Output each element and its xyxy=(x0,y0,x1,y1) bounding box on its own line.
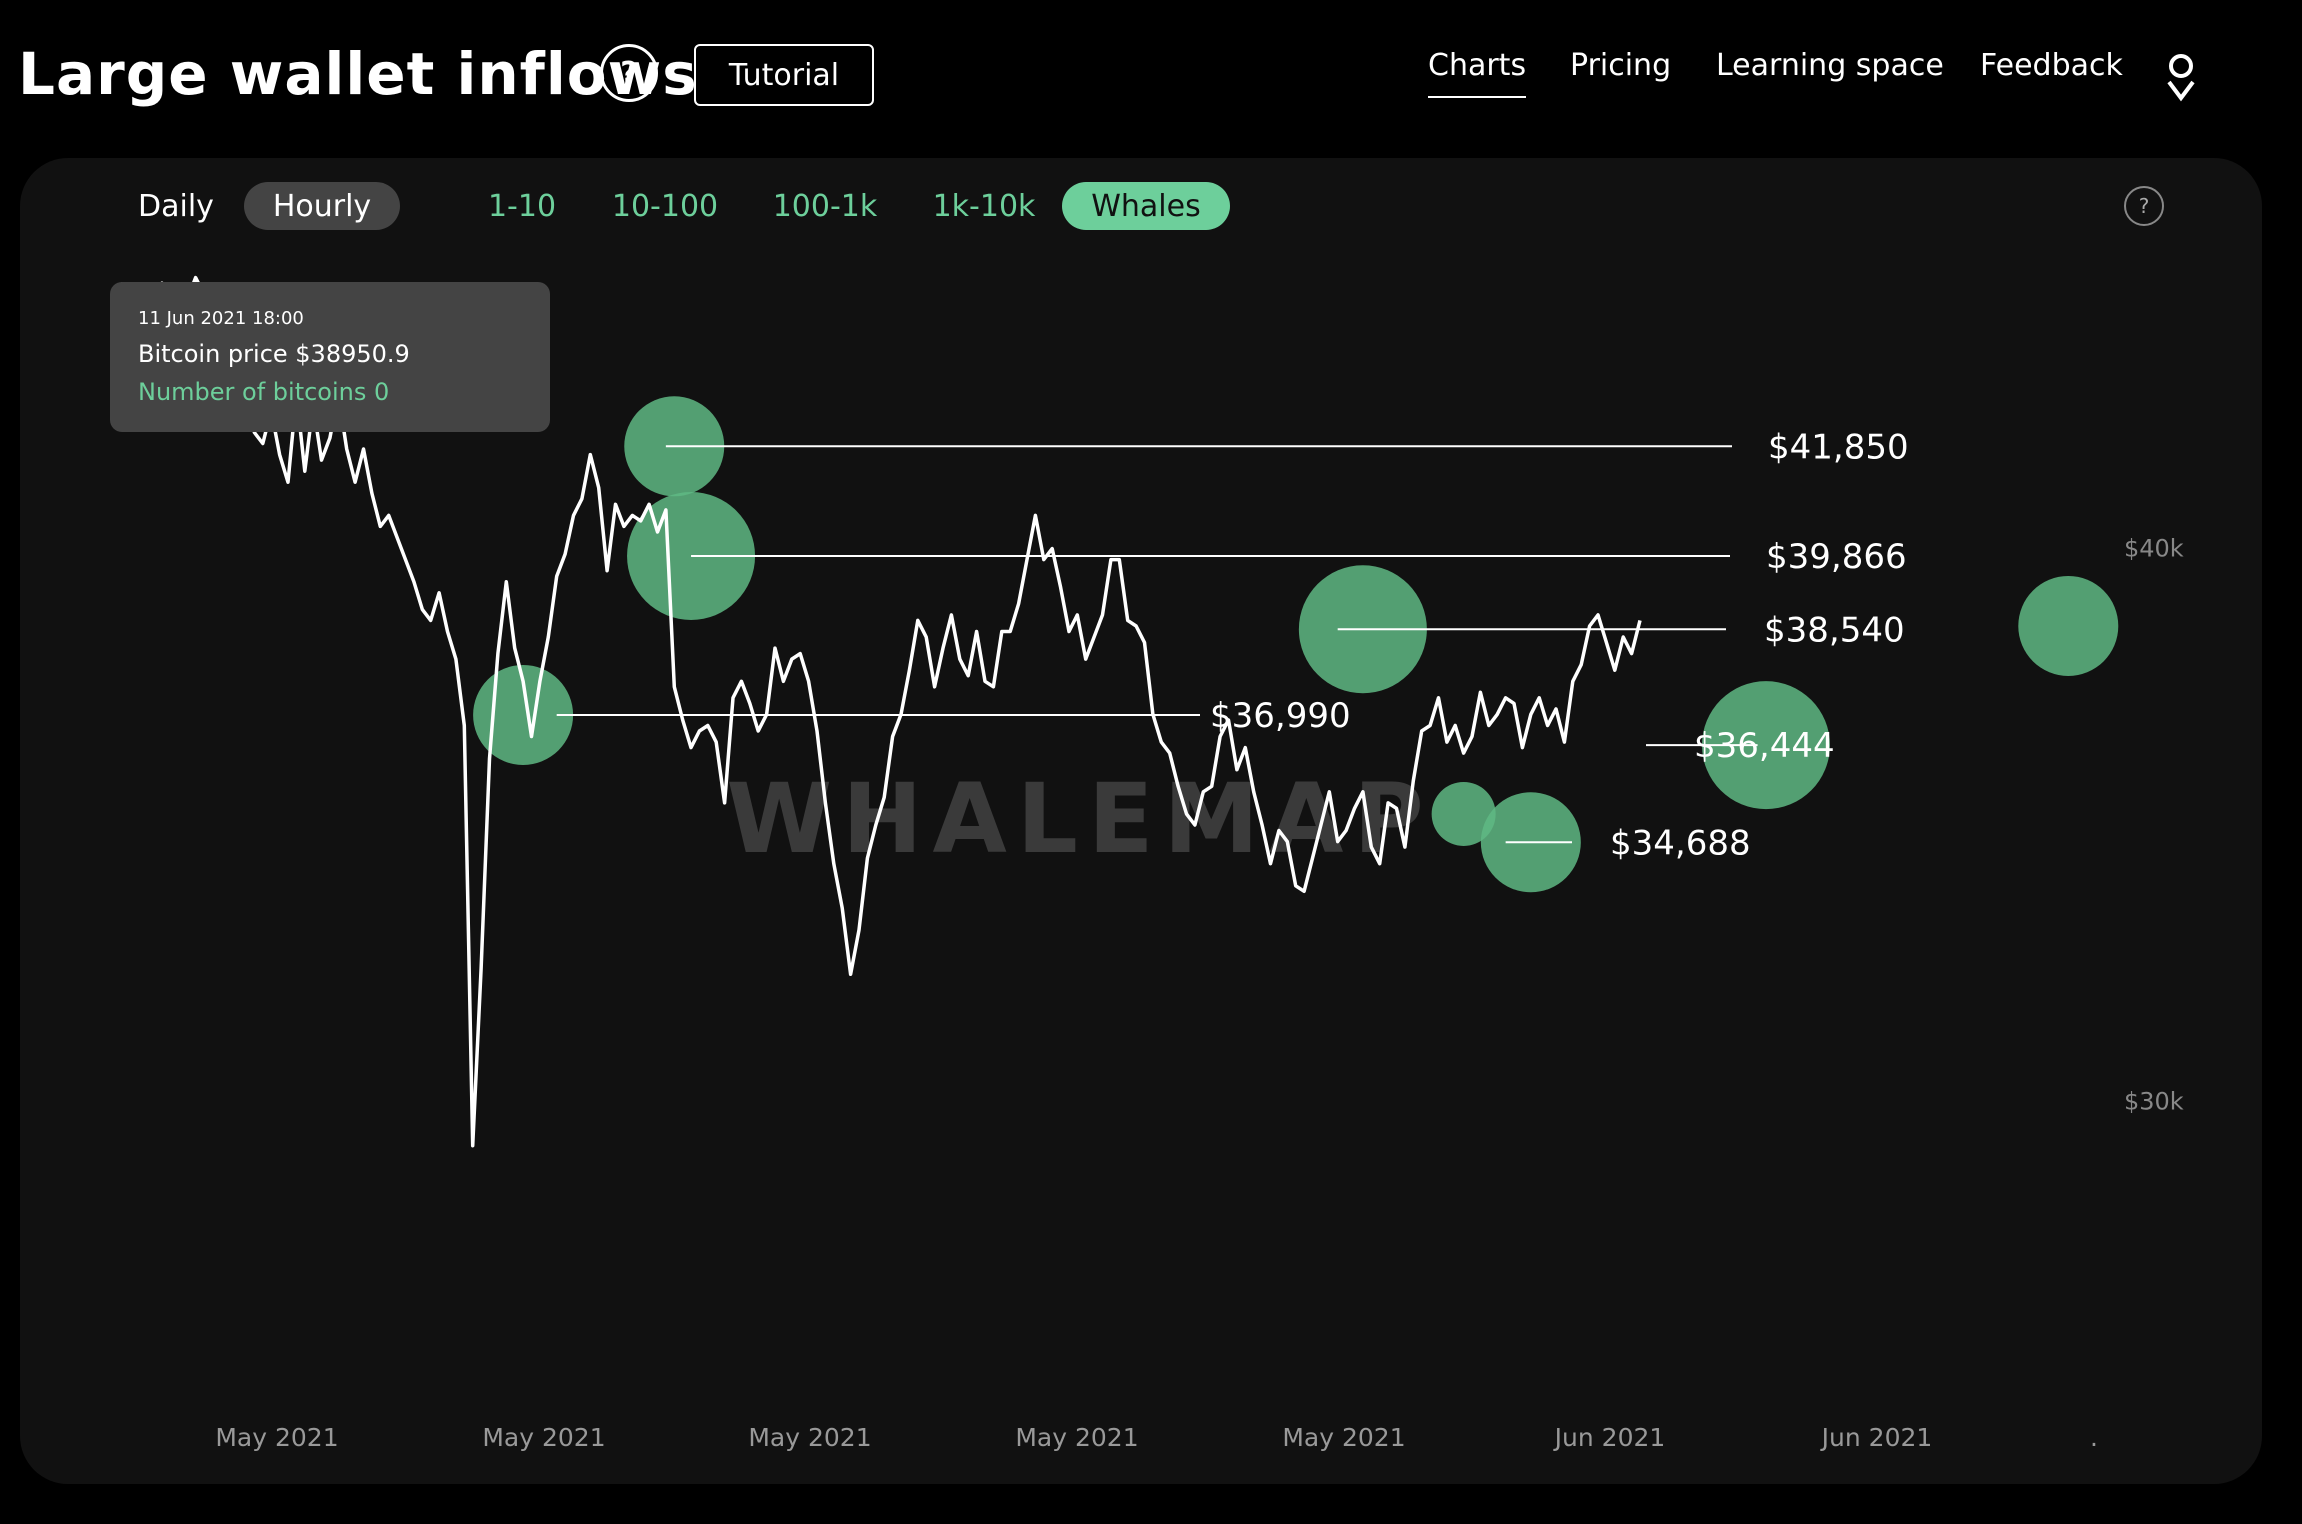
top-bar: Large wallet inflows ? Tutorial Charts P… xyxy=(0,0,2302,150)
y-tick-label: $40k xyxy=(2124,535,2184,563)
tooltip-coins: Number of bitcoins 0 xyxy=(138,378,390,406)
nav-learning-space[interactable]: Learning space xyxy=(1716,48,1944,83)
x-tick-label: May 2021 xyxy=(215,1423,338,1452)
inflow-bubble xyxy=(1701,681,1830,810)
chart-help-button[interactable]: ? xyxy=(2124,186,2164,226)
chart-tooltip: 11 Jun 2021 18:00 Bitcoin price $38950.9… xyxy=(110,282,550,432)
price-line xyxy=(118,275,1642,1148)
page-title: Large wallet inflows xyxy=(18,40,698,108)
price-level-label: $39,866 xyxy=(1766,537,1907,577)
tab-size-10-100[interactable]: 10-100 xyxy=(611,188,719,224)
tab-size-1k-10k[interactable]: 1k-10k xyxy=(932,188,1036,224)
x-tick-label: May 2021 xyxy=(1015,1423,1138,1452)
price-level-label: $36,444 xyxy=(1694,726,1835,766)
price-level-label: $36,990 xyxy=(1210,696,1351,736)
tutorial-button[interactable]: Tutorial xyxy=(694,44,874,106)
tab-hourly[interactable]: Hourly xyxy=(244,182,400,230)
x-tick-label: Jun 2021 xyxy=(1553,1423,1666,1452)
inflow-bubble xyxy=(1431,781,1496,846)
price-level-label: $38,540 xyxy=(1764,610,1905,650)
tab-size-1-10[interactable]: 1-10 xyxy=(487,188,557,224)
price-level-label: $34,688 xyxy=(1610,823,1751,863)
chart-watermark: WHALEMAP xyxy=(726,763,1433,875)
tooltip-date: 11 Jun 2021 18:00 xyxy=(138,308,304,329)
inflow-bubble xyxy=(2018,575,2119,676)
x-tick-label: Jun 2021 xyxy=(1820,1423,1933,1452)
y-tick-label: $30k xyxy=(2124,1087,2184,1115)
location-pin-icon[interactable] xyxy=(2163,50,2199,102)
nav-charts[interactable]: Charts xyxy=(1428,48,1527,98)
nav-pricing[interactable]: Pricing xyxy=(1570,48,1672,83)
tooltip-price: Bitcoin price $38950.9 xyxy=(138,340,410,368)
x-tick-label: . xyxy=(2090,1423,2098,1452)
x-tick-label: May 2021 xyxy=(1282,1423,1405,1452)
x-tick-label: May 2021 xyxy=(748,1423,871,1452)
help-button[interactable]: ? xyxy=(600,44,658,102)
price-level-label: $41,850 xyxy=(1768,427,1909,467)
nav-feedback[interactable]: Feedback xyxy=(1980,48,2123,83)
tab-size-whales[interactable]: Whales xyxy=(1062,182,1230,230)
tab-daily[interactable]: Daily xyxy=(138,188,214,224)
x-tick-label: May 2021 xyxy=(482,1423,605,1452)
tab-size-100-1k[interactable]: 100-1k xyxy=(772,188,878,224)
inflow-bubble xyxy=(473,664,574,765)
